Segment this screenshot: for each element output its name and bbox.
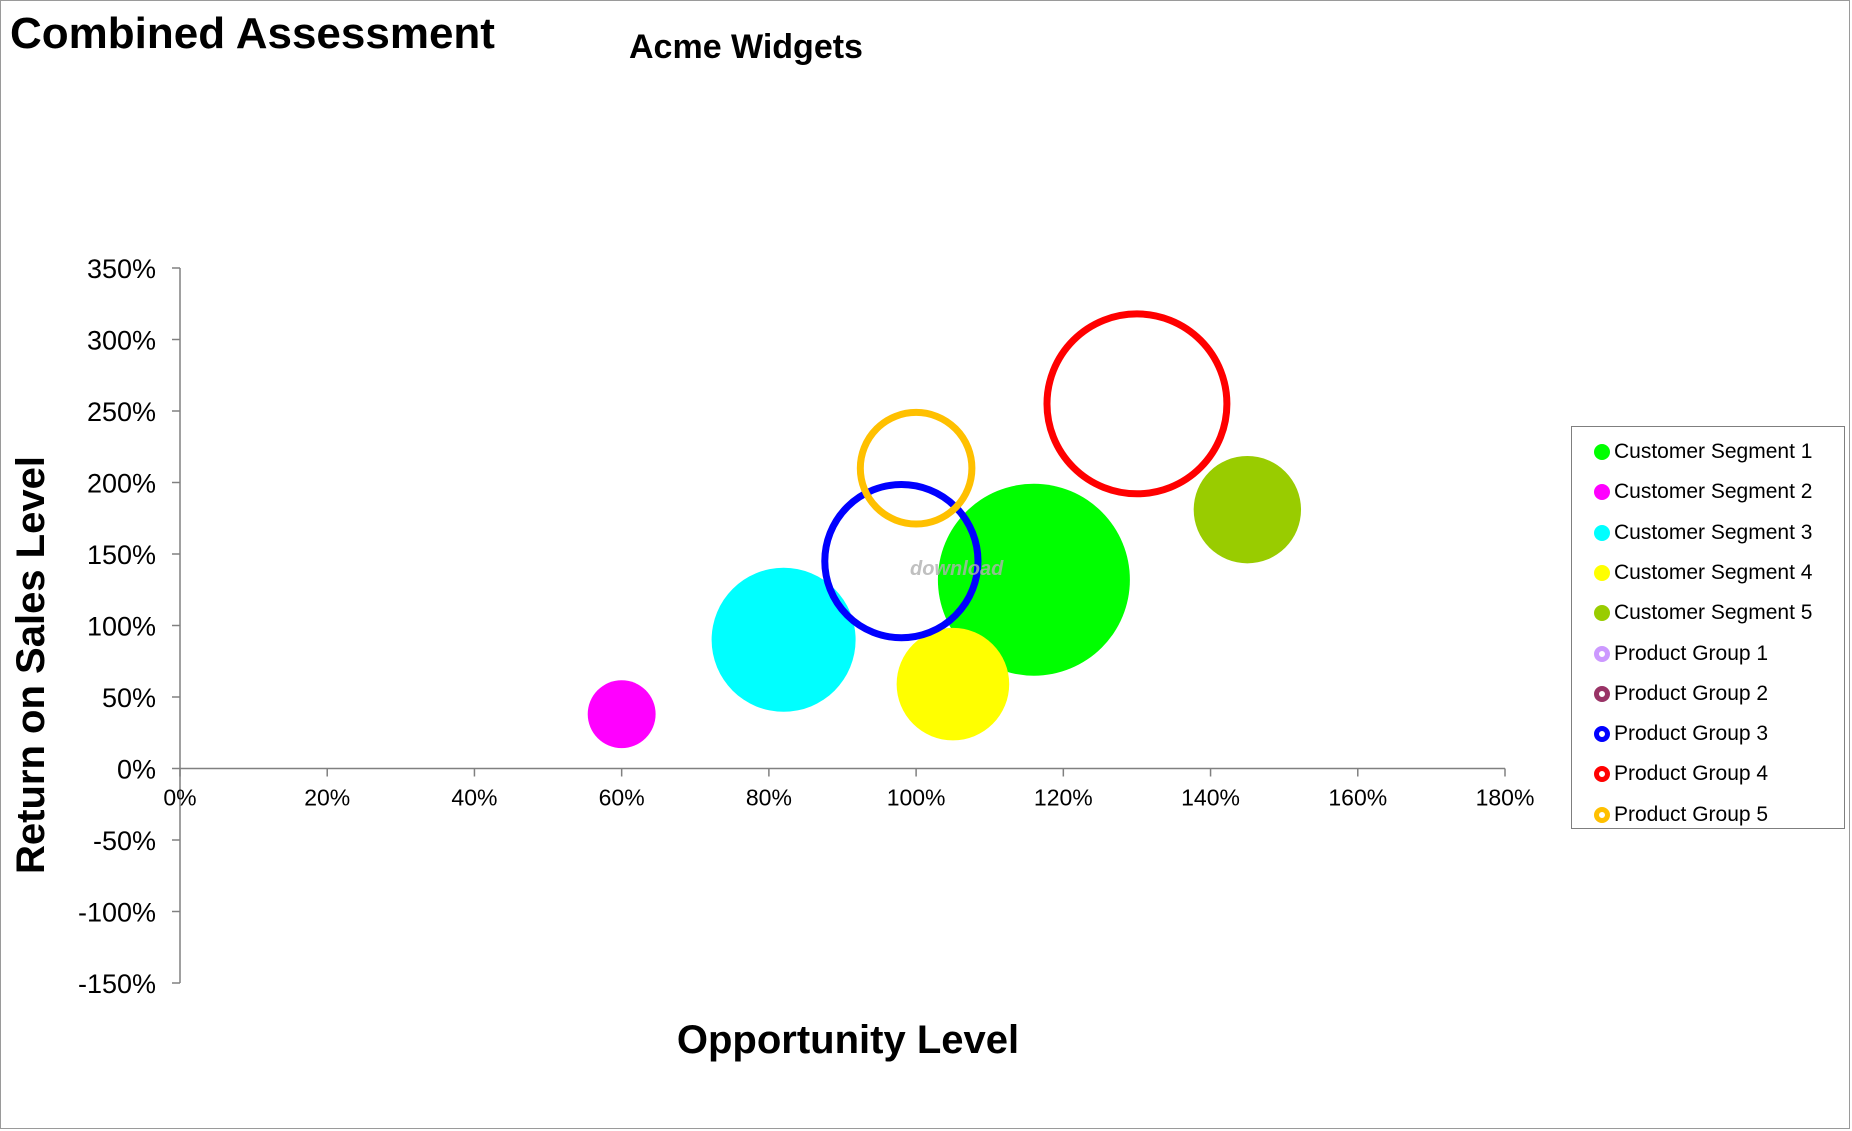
bubble-product-group-4: [1043, 310, 1231, 498]
legend-marker-icon: [1594, 564, 1610, 581]
legend-marker-icon: [1594, 766, 1610, 783]
legend-marker-icon: [1594, 806, 1610, 823]
legend-marker-icon: [1594, 685, 1610, 702]
legend-label: Product Group 4: [1614, 762, 1769, 786]
y-tick-label: 200%: [87, 469, 156, 499]
x-tick-label: 20%: [304, 785, 350, 811]
legend-item: Customer Segment 3: [1594, 518, 1812, 548]
chart-title: Combined Assessment: [10, 9, 495, 58]
legend-item: Customer Segment 4: [1594, 558, 1812, 588]
y-tick-label: 150%: [87, 540, 156, 570]
x-tick-label: 100%: [887, 785, 946, 811]
legend-marker-icon: [1594, 605, 1610, 622]
x-tick-label: 40%: [451, 785, 497, 811]
bubble-product-group-3: [821, 481, 982, 642]
legend-item: Customer Segment 1: [1594, 437, 1812, 467]
y-tick-label: 300%: [87, 326, 156, 356]
legend-marker-icon: [1594, 726, 1610, 743]
legend-label: Customer Segment 1: [1614, 440, 1813, 463]
y-tick-label: -150%: [78, 969, 156, 999]
axes: 350% 300% 250% 200% 150% 100% 50% 0% -50% -100% -1…: [78, 254, 1534, 999]
bubble-customer-segment-2: [587, 680, 656, 749]
y-tick-label: -100%: [78, 898, 156, 928]
legend-item: Product Group 5: [1594, 800, 1768, 830]
legend: Customer Segment 1 Customer Segment 2 Cust…: [1571, 426, 1845, 829]
y-tick-label: -50%: [93, 826, 156, 856]
legend-label: Customer Segment 3: [1614, 520, 1813, 544]
bubble-product-group-5: [856, 408, 976, 528]
legend-label: Product Group 3: [1614, 722, 1769, 746]
legend-item: Product Group 2: [1594, 679, 1768, 709]
bubble-customer-segment-5: [1193, 456, 1302, 564]
legend-marker-icon: [1594, 444, 1610, 460]
x-tick-label: 60%: [599, 785, 645, 811]
y-tick-label: 350%: [87, 254, 156, 284]
legend-item: Product Group 4: [1594, 759, 1768, 789]
legend-label: Product Group 5: [1614, 802, 1769, 826]
bubble-customer-segment-1: [937, 483, 1130, 676]
watermark-text: download: [910, 558, 1004, 580]
legend-label: Product Group 1: [1614, 641, 1769, 665]
legend-item: Customer Segment 2: [1594, 477, 1812, 507]
y-axis-title: Return on Sales Level: [9, 456, 53, 874]
x-tick-label: 160%: [1328, 785, 1387, 811]
legend-marker-icon: [1594, 524, 1610, 541]
x-tick-label: 80%: [746, 785, 792, 811]
legend-label: Customer Segment 5: [1614, 601, 1813, 625]
y-tick-label: 100%: [87, 612, 156, 642]
bubble-customer-segment-3: [711, 567, 856, 712]
x-tick-label: 0%: [163, 785, 196, 811]
chart-subtitle: Acme Widgets: [629, 28, 863, 66]
y-tick-label: 250%: [87, 397, 156, 427]
x-tick-label: 140%: [1181, 785, 1240, 811]
legend-item: Product Group 3: [1594, 719, 1768, 749]
legend-label: Product Group 2: [1614, 681, 1769, 705]
legend-label: Customer Segment 2: [1614, 480, 1813, 504]
legend-marker-icon: [1594, 484, 1610, 501]
y-tick-label: 0%: [117, 755, 156, 785]
y-tick-label: 50%: [102, 683, 156, 713]
x-axis-title: Opportunity Level: [677, 1018, 1019, 1062]
legend-item: Customer Segment 5: [1594, 598, 1812, 628]
legend-marker-icon: [1594, 645, 1610, 662]
x-tick-label: 180%: [1476, 785, 1535, 811]
x-tick-label: 120%: [1034, 785, 1093, 811]
legend-item: Product Group 1: [1594, 639, 1768, 669]
bubble-layer: [587, 310, 1302, 749]
bubble-customer-segment-4: [896, 627, 1010, 741]
legend-label: Customer Segment 4: [1614, 560, 1813, 584]
